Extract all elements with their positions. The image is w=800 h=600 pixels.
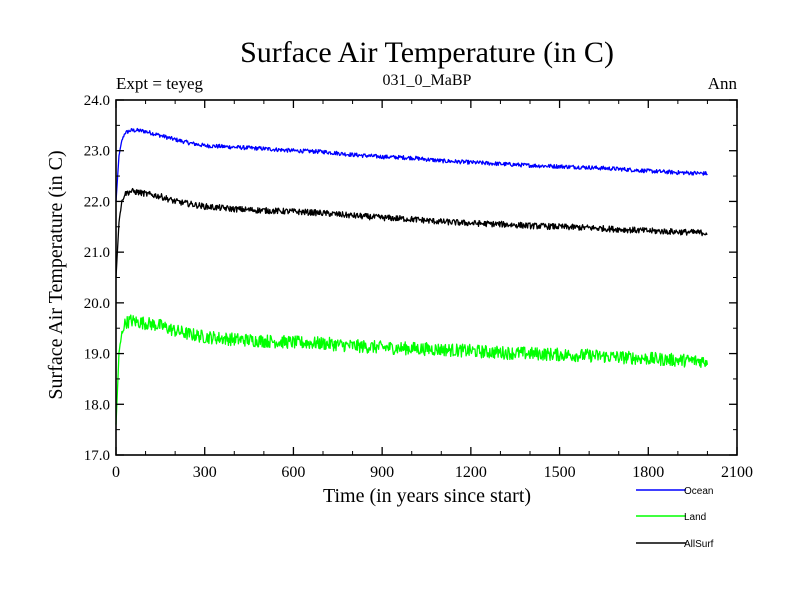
legend-label-allsurf: AllSurf xyxy=(684,539,714,550)
x-tick-label: 300 xyxy=(193,464,217,481)
y-tick-label: 21.0 xyxy=(84,245,110,261)
x-axis-label: Time (in years since start) xyxy=(323,485,531,507)
legend: Ocean Land AllSurf xyxy=(636,486,714,550)
experiment-label: Expt = teyeg xyxy=(116,74,204,93)
chart-subtitle: 031_0_MaBP xyxy=(383,72,472,89)
y-tick-label: 23.0 xyxy=(84,144,110,160)
x-tick-label: 1200 xyxy=(455,464,487,481)
axes-layer: 0 300 600 900 1200 1500 1800 2100 17.0 18.0 19.0 20… xyxy=(84,93,753,481)
x-tick-label: 600 xyxy=(281,464,305,481)
x-tick-label: 2100 xyxy=(721,464,753,481)
x-tick-label: 1800 xyxy=(632,464,664,481)
x-tick-label: 0 xyxy=(112,464,120,481)
y-tick-label: 18.0 xyxy=(84,397,110,413)
y-tick-label: 20.0 xyxy=(84,296,110,312)
series-line-allsurf xyxy=(115,187,708,278)
chart-title: Surface Air Temperature (in C) xyxy=(240,36,614,69)
y-axis-label: Surface Air Temperature (in C) xyxy=(45,150,67,399)
x-tick-label: 900 xyxy=(370,464,394,481)
y-tick-label: 24.0 xyxy=(84,93,110,109)
series-line-ocean xyxy=(115,127,708,202)
period-label: Ann xyxy=(708,74,738,93)
legend-label-ocean: Ocean xyxy=(684,486,713,497)
y-tick-label: 22.0 xyxy=(84,194,110,210)
series-layer xyxy=(115,127,709,425)
series-line-land xyxy=(115,314,709,425)
x-tick-label: 1500 xyxy=(544,464,576,481)
y-tick-label: 19.0 xyxy=(84,347,110,363)
legend-label-land: Land xyxy=(684,512,706,523)
y-tick-label: 17.0 xyxy=(84,448,110,464)
